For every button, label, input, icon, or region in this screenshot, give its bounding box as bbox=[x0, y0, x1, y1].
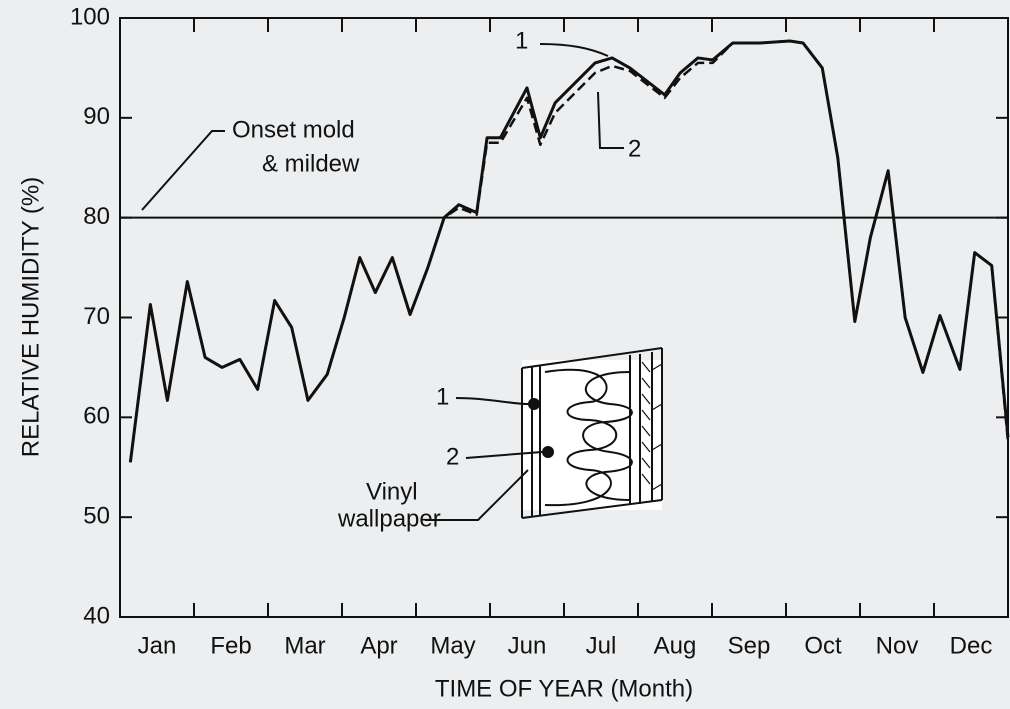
x-tick-label: Jul bbox=[586, 632, 617, 659]
inset-label: wallpaper bbox=[337, 505, 441, 532]
annotation: 1 bbox=[515, 27, 528, 54]
y-tick-label: 40 bbox=[83, 602, 110, 629]
inset-diagram bbox=[425, 347, 663, 521]
x-axis-label: TIME OF YEAR (Month) bbox=[435, 675, 693, 702]
y-tick-label: 90 bbox=[83, 103, 110, 130]
x-tick-label: Nov bbox=[876, 632, 919, 659]
inset-label: 2 bbox=[446, 443, 459, 470]
x-tick-label: Feb bbox=[210, 632, 251, 659]
x-tick-label: Jan bbox=[138, 632, 177, 659]
y-tick-label: 60 bbox=[83, 403, 110, 430]
leader-threshold bbox=[141, 130, 225, 211]
annotation: 2 bbox=[628, 135, 641, 162]
y-tick-label: 50 bbox=[83, 503, 110, 530]
annotation: Onset mold bbox=[232, 116, 355, 143]
x-tick-label: Dec bbox=[950, 632, 993, 659]
y-tick-label: 100 bbox=[70, 3, 110, 30]
inset-label: Vinyl bbox=[366, 478, 418, 505]
y-axis-label: RELATIVE HUMIDITY (%) bbox=[17, 177, 44, 457]
x-tick-label: Mar bbox=[284, 632, 325, 659]
x-tick-label: Oct bbox=[804, 632, 842, 659]
leader-1 bbox=[539, 43, 609, 57]
y-tick-label: 80 bbox=[83, 203, 110, 230]
x-tick-label: Aug bbox=[654, 632, 697, 659]
annotation: & mildew bbox=[262, 150, 360, 177]
x-tick-label: Sep bbox=[728, 632, 771, 659]
y-tick-label: 70 bbox=[83, 303, 110, 330]
x-tick-label: Apr bbox=[360, 632, 397, 659]
x-tick-label: Jun bbox=[508, 632, 547, 659]
inset-label: 1 bbox=[436, 383, 449, 410]
series-line bbox=[129, 39, 1010, 463]
x-tick-label: May bbox=[430, 632, 475, 659]
leader-2 bbox=[597, 91, 624, 149]
